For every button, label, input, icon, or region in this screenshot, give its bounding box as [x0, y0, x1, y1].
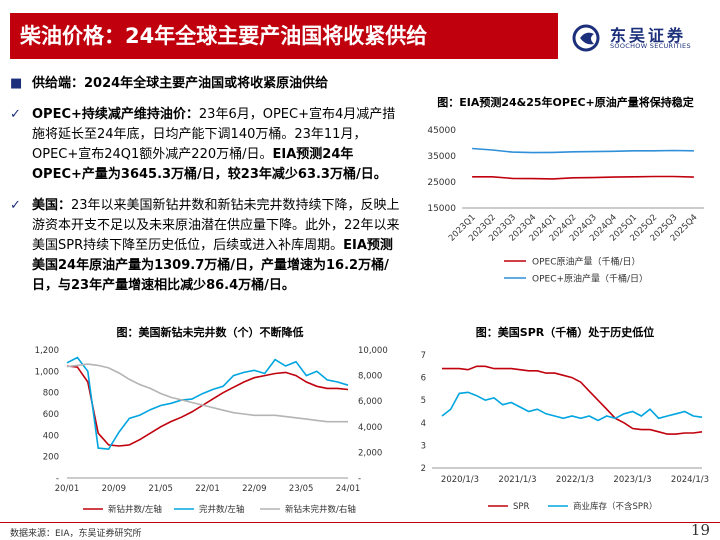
chart-duc: 1,200 1,000 800 600 400 200 - 10,000 8,000 6,000 4… — [35, 346, 388, 515]
series-line-1 — [442, 365, 703, 435]
y-right-tick-label: 8,000 — [358, 372, 382, 382]
series-line-3 — [66, 363, 348, 423]
legend-label: 新钻未完井数/右轴 — [285, 504, 356, 515]
y-tick-label: 2 — [421, 464, 426, 474]
y-right-tick-label: 6,000 — [358, 397, 382, 407]
x-tick-label: 2022/1/3 — [556, 475, 594, 485]
soochow-logo-icon — [572, 24, 600, 52]
x-tick-label: 22/09 — [242, 484, 267, 494]
page-title: 柴油价格：24年全球主要产油国将收紧供给 — [10, 13, 558, 59]
check-icon: ✓ — [10, 107, 21, 122]
series-line-1 — [66, 365, 349, 447]
x-tick-label: 21/05 — [148, 484, 173, 494]
square-bullet-icon: ■ — [10, 76, 23, 91]
bullet-us: ✓ 美国：23年以来美国新钻井数和新钻未完井数持续下降，反映上游资本开支不足以及… — [10, 196, 405, 296]
y-tick-label: 3 — [421, 441, 426, 451]
bullet-opec-body: 23年6月，OPEC+宣布4月减产措施将延长至24年底，日均产能下调140万桶。… — [32, 107, 396, 162]
brand-logo: 东吴证券 SOOCHOW SECURITIES — [572, 22, 712, 62]
x-tick-label: 24/01 — [336, 484, 361, 494]
header: 柴油价格：24年全球主要产油国将收紧供给 东吴证券 SOOCHOW SECURI… — [0, 0, 720, 62]
y-tick-label: 5 — [421, 396, 426, 406]
bullet-us-lead: 美国： — [32, 198, 72, 213]
x-tick-label: 20/09 — [102, 484, 127, 494]
y-left-tick-label: - — [56, 474, 59, 484]
y-tick-label: 4 — [421, 419, 426, 429]
series-line-2 — [472, 147, 694, 154]
legend-label: 商业库存（不含SPR） — [573, 501, 657, 512]
y-tick-label: 35000 — [427, 152, 456, 162]
chart-opec: 450003500025000150002023Q12023Q22023Q320… — [427, 126, 704, 285]
y-left-tick-label: 400 — [43, 431, 59, 441]
bullet-opec-lead: OPEC+持续减产维持油价： — [32, 107, 199, 122]
x-tick-label: 20/01 — [55, 484, 80, 494]
x-tick-label: 23/05 — [289, 484, 314, 494]
legend-label: 完井数/左轴 — [199, 504, 244, 515]
chart-spr-title: 图：美国SPR（千桶）处于历史低位 — [475, 326, 655, 339]
y-tick-label: 6 — [421, 374, 426, 384]
bullet-heading: 供给端：2024年全球主要产油国或将收紧原油供给 — [32, 76, 329, 91]
y-right-tick-label: 2,000 — [358, 448, 382, 458]
legend-label: OPEC原油产量（千桶/日） — [532, 256, 641, 268]
bullet-us-body: 23年以来美国新钻井数和新钻未完井数持续下降，反映上游资本开支不足以及未来原油潜… — [32, 198, 400, 253]
data-source: 数据来源：EIA，东吴证券研究所 — [10, 529, 142, 539]
check-icon: ✓ — [10, 198, 21, 213]
logo-chinese-name: 东吴证券 — [610, 26, 687, 45]
chart-opec-title: 图：EIA预测24&25年OPEC+原油产量将保持稳定 — [437, 96, 694, 109]
y-tick-label: 25000 — [427, 178, 456, 188]
footer-divider — [0, 522, 720, 523]
bullet-opec-tail: EIA预测24年OPEC+产量为3645.3万桶/日，较23年减少63.3万桶/… — [32, 147, 387, 182]
x-tick-label: 2023/1/3 — [613, 475, 651, 485]
y-left-tick-label: 800 — [43, 389, 59, 399]
y-left-tick-label: 600 — [43, 410, 59, 420]
page-number: 19 — [690, 521, 710, 539]
legend-label: 新钻井数/左轴 — [108, 504, 162, 515]
y-tick-label: 15000 — [427, 204, 456, 214]
y-left-tick-label: 200 — [43, 453, 59, 463]
x-tick-label: 2021/1/3 — [498, 475, 536, 485]
y-tick-label: 7 — [421, 351, 426, 361]
logo-english-name: SOOCHOW SECURITIES — [610, 42, 691, 50]
x-tick-label: 22/01 — [195, 484, 220, 494]
y-left-tick-label: 1,200 — [35, 346, 59, 356]
y-left-tick-label: 1,000 — [35, 367, 59, 377]
legend-label: OPEC+原油产量（千桶/日） — [532, 273, 648, 285]
bullet-us-tail: EIA预测美国24年原油产量为1309.7万桶/日，产量增速为16.2万桶/日，… — [32, 238, 393, 293]
y-right-tick-label: - — [358, 474, 361, 484]
y-tick-label: 45000 — [427, 126, 456, 136]
series-line-1 — [472, 175, 694, 180]
chart-spr: 7 6 5 4 3 2 2020/1/3 2021/1/3 2022/1/3 2023/1/3 20… — [421, 351, 710, 512]
x-tick-label: 2024/1/3 — [671, 475, 709, 485]
bullet-opec: ✓ OPEC+持续减产维持油价：23年6月，OPEC+宣布4月减产措施将延长至2… — [10, 105, 405, 185]
chart-duc-title: 图：美国新钻未完井数（个）不断降低 — [116, 326, 304, 339]
bullet-supply: ■ 供给端：2024年全球主要产油国或将收紧原油供给 — [10, 74, 405, 94]
series-line-2 — [66, 356, 349, 451]
x-tick-label: 2020/1/3 — [441, 475, 479, 485]
y-right-tick-label: 4,000 — [358, 423, 382, 433]
legend-label: SPR — [513, 502, 530, 512]
y-right-tick-label: 10,000 — [358, 346, 388, 356]
series-line-2 — [441, 391, 703, 422]
